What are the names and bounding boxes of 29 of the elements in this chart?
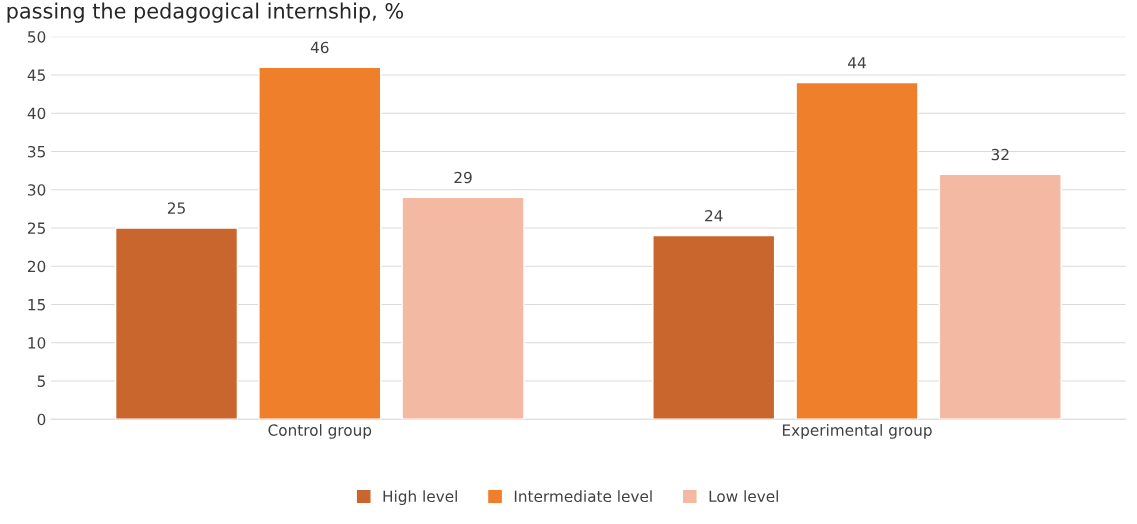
y-tick-label: 0 [37, 413, 46, 426]
y-tick-label: 45 [27, 69, 45, 81]
x-tick-label: Experimental group [782, 424, 932, 439]
data-label: 32 [991, 148, 1009, 161]
bar [938, 173, 1062, 420]
data-label: 29 [454, 171, 472, 184]
data-label: 46 [310, 41, 329, 54]
data-label: 25 [167, 202, 185, 214]
data-label: 44 [848, 57, 866, 69]
y-tick-label: 35 [28, 145, 45, 158]
legend-label: Intermediate level [514, 490, 652, 503]
y-tick-label: 40 [27, 107, 46, 120]
bar [795, 81, 919, 420]
bar [258, 66, 382, 420]
y-tick-label: 50 [28, 31, 46, 43]
y-tick-label: 10 [28, 337, 46, 349]
bar [652, 234, 776, 420]
chart-title: passing the pedagogical internship, % [7, 2, 404, 23]
y-tick-label: 25 [27, 222, 45, 234]
legend-label: Low level [709, 490, 778, 503]
x-tick-label: Control group [268, 424, 372, 439]
legend-label: High level [383, 490, 457, 506]
data-label: 24 [705, 209, 723, 222]
y-tick-label: 5 [37, 375, 45, 387]
bar [114, 227, 239, 420]
y-tick-label: 15 [28, 299, 45, 311]
y-tick-label: 20 [27, 260, 46, 273]
bar [401, 196, 525, 420]
y-tick-label: 30 [28, 184, 46, 196]
